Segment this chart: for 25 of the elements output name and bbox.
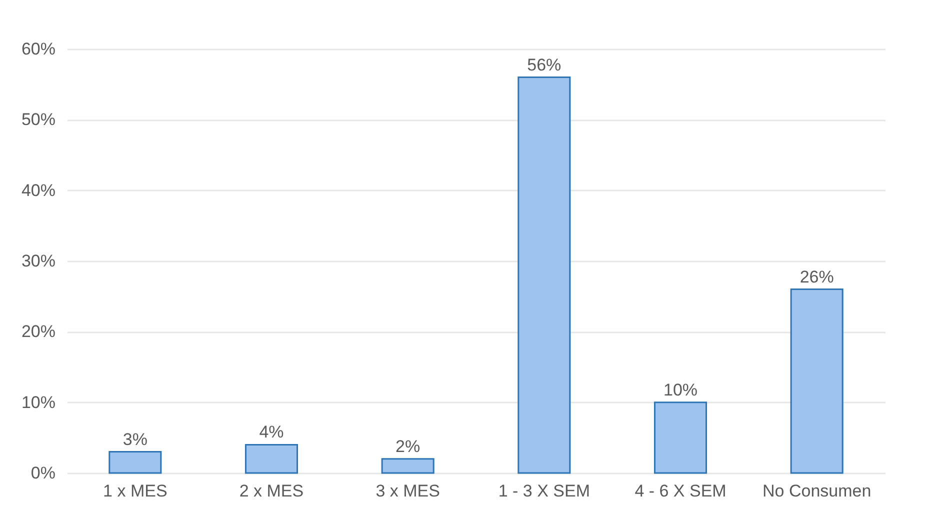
data-label: 56% — [527, 55, 562, 74]
x-tick-label: 4 - 6 X SEM — [634, 482, 726, 500]
y-tick-label: 0% — [30, 464, 56, 482]
data-label: 26% — [800, 267, 834, 286]
bar — [244, 444, 298, 474]
y-tick-label: 40% — [21, 180, 56, 200]
bar — [790, 288, 844, 474]
y-tick-label: 20% — [21, 322, 56, 342]
x-tick-label: 3 x MES — [376, 482, 440, 500]
x-tick-label: 2 x MES — [239, 482, 304, 500]
bar — [381, 458, 434, 474]
data-label: 4% — [259, 422, 284, 442]
bar — [518, 76, 571, 474]
data-label: 10% — [663, 380, 698, 400]
bar — [654, 402, 708, 474]
bar — [108, 451, 162, 474]
y-tick-label: 10% — [21, 392, 56, 412]
data-label: 2% — [396, 436, 420, 456]
y-tick-label: 50% — [21, 110, 56, 130]
x-tick-label: 1 - 3 X SEM — [498, 482, 590, 500]
y-tick-label: 60% — [21, 40, 56, 58]
y-tick-label: 30% — [21, 252, 56, 270]
x-tick-label: No Consumen — [762, 482, 872, 500]
data-label: 3% — [122, 430, 148, 449]
x-tick-label: 1 x MES — [103, 482, 168, 500]
